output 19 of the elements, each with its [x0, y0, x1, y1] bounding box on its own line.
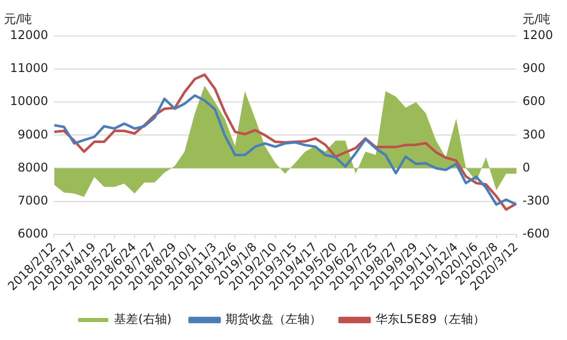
y-tick-label: 8000 — [18, 160, 48, 174]
y-tick-label: 6000 — [18, 226, 48, 240]
y2-tick-label: -600 — [522, 226, 550, 240]
y-tick-label: 10000 — [10, 94, 48, 108]
legend-label: 华东L5E89（左轴） — [376, 312, 485, 326]
y-tick-label: 12000 — [10, 28, 48, 42]
y2-tick-label: 600 — [522, 94, 546, 108]
y2-tick-label: -300 — [522, 193, 550, 208]
y-tick-label: 11000 — [10, 61, 48, 76]
y2-tick-label: 300 — [522, 127, 546, 142]
y2-tick-label: 0 — [522, 160, 530, 174]
y-tick-label: 7000 — [18, 193, 48, 208]
y-axis-title: 元/吨 — [4, 12, 32, 26]
legend-label: 基差(右轴) — [114, 312, 172, 326]
legend-label: 期货收盘（左轴） — [226, 312, 322, 326]
y2-axis-title: 元/吨 — [522, 12, 551, 26]
y-tick-label: 9000 — [18, 127, 48, 142]
y2-tick-label: 900 — [522, 61, 546, 76]
y2-tick-label: 1200 — [522, 28, 554, 42]
